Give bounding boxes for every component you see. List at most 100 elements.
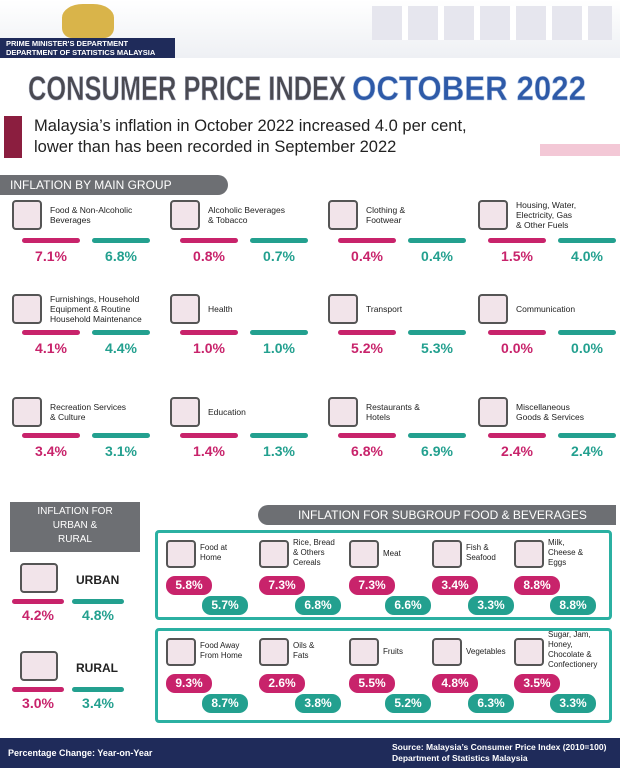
department: PRIME MINISTER'S DEPARTMENT [6,39,129,48]
icon [12,200,42,230]
group-name: Goods & Services [516,412,585,422]
value-current: 6.8% [351,443,383,459]
subgroup-name: Meat [383,548,401,558]
ur-title: INFLATION FOR [37,506,113,517]
value-current: 8.8% [514,576,560,595]
ur-title: URBAN & [52,520,98,531]
bar-current [22,433,80,438]
summary-line: Malaysia’s inflation in October 2022 inc… [34,117,467,135]
value-current: 3.0% [22,695,54,711]
icon [514,540,544,568]
subgroup-name: Seafood [466,553,496,562]
icon [12,294,42,324]
value-previous: 1.0% [263,340,295,356]
value-previous: 3.1% [105,443,137,459]
icon [166,638,196,666]
icon [259,638,289,666]
group-name: Clothing & [366,205,406,215]
value-previous: 5.2% [385,694,431,713]
value-previous: 3.3% [550,694,596,713]
value-current: 5.2% [351,340,383,356]
subgroup-name: Oils & [293,641,315,650]
icon [259,540,289,568]
value-previous: 3.8% [295,694,341,713]
group-name: Food & Non-Alcoholic [50,205,133,215]
subgroup-name: Cheese & [548,547,584,557]
group-name: & Other Fuels [516,220,569,230]
bar-previous [408,433,466,438]
bar-current [180,238,238,243]
group-name: Beverages [50,215,91,225]
subgroup-name: Home [200,553,222,562]
value-previous: 6.9% [421,443,453,459]
value-current: 5.8% [166,576,212,595]
value-current: 1.5% [501,248,533,264]
value-previous: 6.3% [468,694,514,713]
title-period: OCTOBER 2022 [352,70,586,108]
subgroup-name: Fruits [383,646,403,656]
bar-current [338,238,396,243]
icon [349,638,379,666]
bar-previous [92,238,150,243]
section-header: INFLATION FOR SUBGROUP FOOD & BEVERAGES [258,505,616,525]
subgroup-box [155,530,612,620]
group-name: Communication [516,304,576,314]
bar-previous [250,433,308,438]
value-current: 7.1% [35,248,67,264]
subgroup-name: Food Away [200,641,240,650]
bar-current [12,599,64,604]
value-current: 5.5% [349,674,395,693]
value-current: 7.3% [349,576,395,595]
subgroup-name: Chocolate & [548,650,592,659]
icon [432,638,462,666]
footer-source: Department of Statistics Malaysia [392,753,528,763]
bar-previous [408,330,466,335]
icon [170,397,200,427]
bar-previous [558,433,616,438]
bar-current [22,330,80,335]
group-name: & Culture [50,412,86,422]
value-current: 4.1% [35,340,67,356]
group-name: Footwear [366,215,402,225]
footer-band [0,738,620,768]
department: DEPARTMENT OF STATISTICS MALAYSIA [6,48,156,57]
subgroup-name: Food at [200,543,228,552]
value-current: 3.5% [514,674,560,693]
icon [432,540,462,568]
bar-current [488,330,546,335]
icon [478,200,508,230]
icon [20,651,58,681]
crest [62,4,114,38]
subgroup-name: Cereals [293,557,321,567]
value-current: 4.2% [22,607,54,623]
value-previous: 0.7% [263,248,295,264]
value-previous: 5.3% [421,340,453,356]
value-previous: 3.4% [82,695,114,711]
bar-previous [250,238,308,243]
value-current: 3.4% [35,443,67,459]
value-previous: 6.6% [385,596,431,615]
section-header: INFLATION BY MAIN GROUP [0,175,228,195]
group-name: Equipment & Routine [50,304,131,314]
summary-line: lower than has been recorded in Septembe… [34,138,397,156]
title-svg: CONSUMER PRICE INDEX OCTOBER 2022 [28,70,587,108]
value-current: 2.6% [259,674,305,693]
value-previous: 8.8% [550,596,596,615]
value-current: 1.0% [193,340,225,356]
group-name: Alcoholic Beverages [208,205,286,215]
footer-note: Percentage Change: Year-on-Year [8,748,153,758]
subgroup-name: Rice, Bread [293,537,335,547]
subgroup-name: Milk, [548,537,565,547]
subgroup-name: Honey, [548,640,573,649]
icon [349,540,379,568]
value-current: 0.0% [501,340,533,356]
group-name: Miscellaneous [516,402,570,412]
value-previous: 0.4% [421,248,453,264]
value-previous: 6.8% [105,248,137,264]
logo-strip [372,6,612,40]
subgroup-name: Fish & [466,543,489,552]
bar-previous [92,433,150,438]
summary-bar [4,116,22,158]
subgroup-name: Confectionery [548,660,598,669]
value-previous: 4.8% [82,607,114,623]
